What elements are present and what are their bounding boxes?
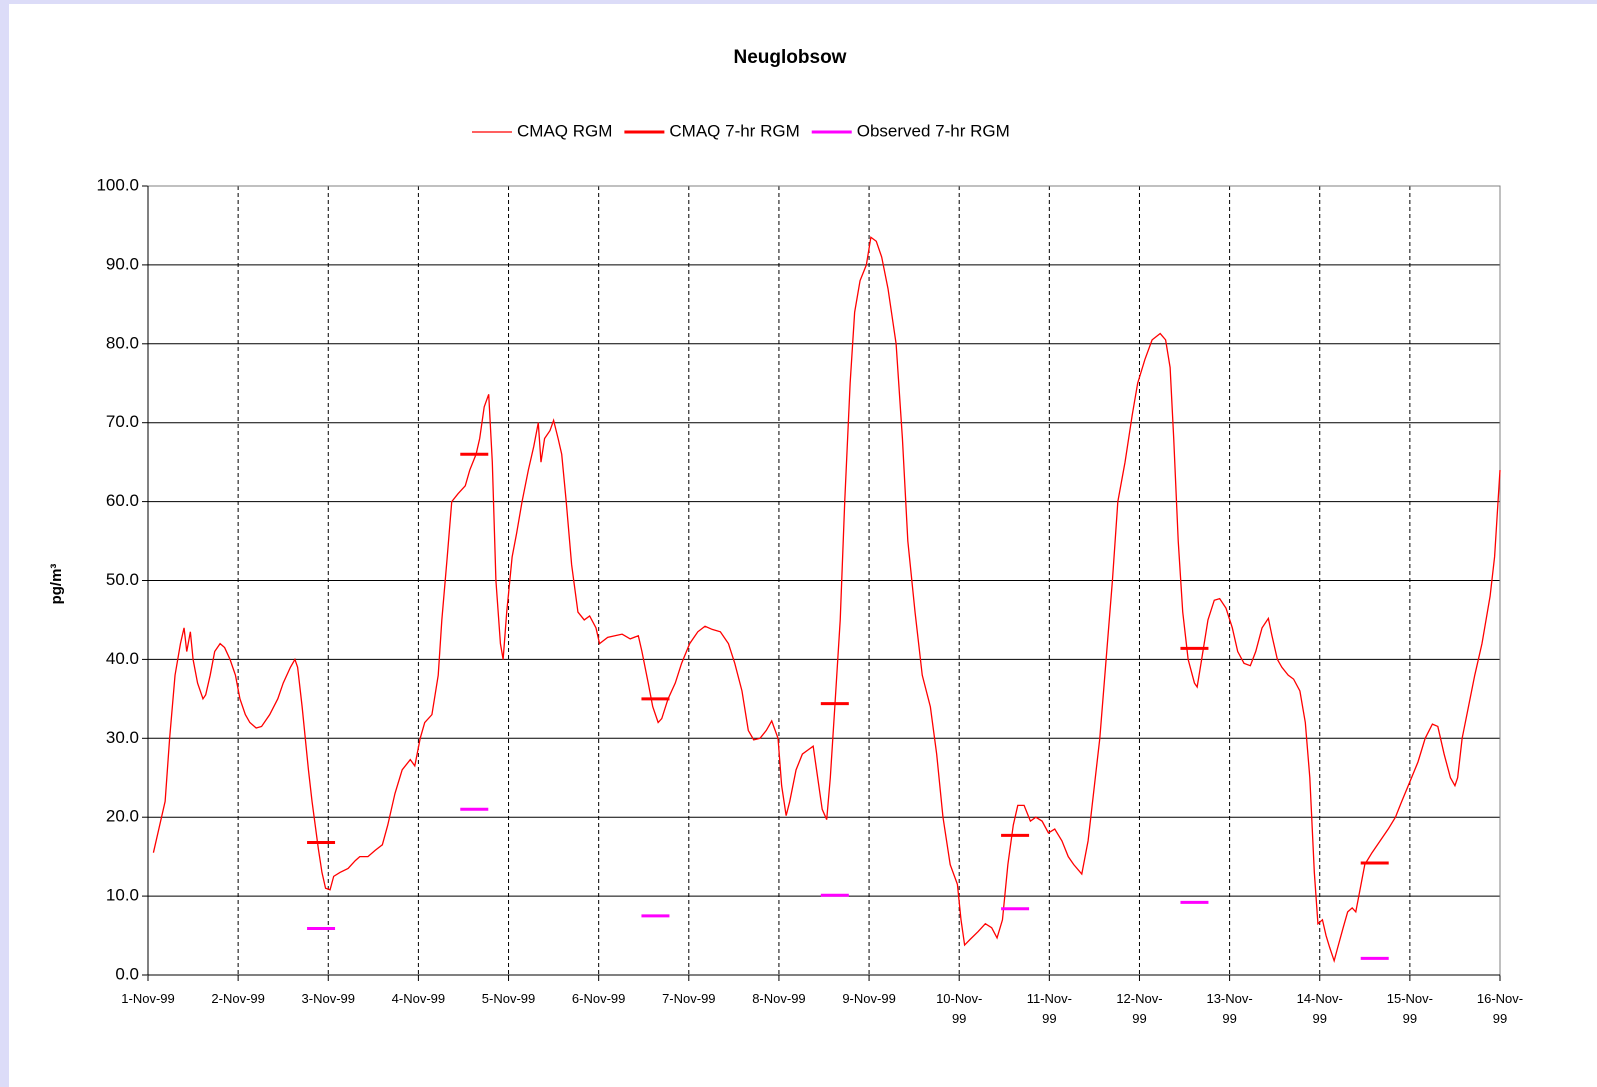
x-tick-label: 9-Nov-99	[842, 991, 896, 1006]
chart-area: Neuglobsow pg/m³ 0.0 10.0 20.0 30.0 40.0 50.0…	[9, 4, 1597, 1087]
x-tick-label: 15-Nov- 99	[1386, 991, 1433, 1026]
legend-label: CMAQ RGM	[517, 121, 612, 140]
data-line	[152, 236, 1501, 964]
x-tick-label: 10-Nov- 99	[936, 991, 983, 1026]
x-tick-label: 8-Nov-99	[752, 991, 806, 1006]
y-axis-label: pg/m³	[48, 564, 65, 605]
y-tick-label: 80.0	[106, 333, 139, 352]
x-tick-label: 5-Nov-99	[481, 991, 536, 1006]
y-tick-label: 90.0	[106, 254, 139, 273]
legend-label: CMAQ 7-hr RGM	[669, 121, 799, 140]
y-tick-label: 70.0	[106, 412, 139, 431]
y-tick-label: 10.0	[106, 886, 139, 905]
y-tick-label: 30.0	[106, 728, 139, 747]
y-tick-label: 60.0	[106, 491, 139, 510]
x-tick-label: 11-Nov- 99	[1026, 991, 1072, 1026]
x-tick-label: 1-Nov-99	[121, 991, 175, 1006]
y-tick-label: 40.0	[106, 649, 139, 668]
x-tick-label: 6-Nov-99	[571, 991, 626, 1006]
legend-label: Observed 7-hr RGM	[857, 121, 1010, 140]
x-tick-label: 7-Nov-99	[662, 991, 716, 1006]
x-tick-label: 2-Nov-99	[211, 991, 265, 1006]
y-tick-label: 50.0	[106, 570, 139, 589]
chart: Neuglobsow pg/m³ 0.0 10.0 20.0 30.0 40.0 50.0…	[48, 47, 1501, 983]
x-tick-label: 4-Nov-99	[391, 991, 446, 1006]
x-tick-label: 13-Nov- 99	[1206, 991, 1253, 1026]
x-tick-label: 16-Nov- 99	[1476, 991, 1524, 1026]
x-tick-label: 14-Nov- 99	[1296, 991, 1343, 1026]
x-tick-label: 3-Nov-99	[301, 991, 355, 1006]
y-tick-label: 0.0	[115, 964, 139, 983]
y-tick-label: 20.0	[106, 807, 139, 826]
x-tick-label: 12-Nov- 99	[1116, 991, 1163, 1026]
y-tick-label: 100.0	[96, 175, 139, 194]
chart-title: Neuglobsow	[734, 47, 847, 68]
